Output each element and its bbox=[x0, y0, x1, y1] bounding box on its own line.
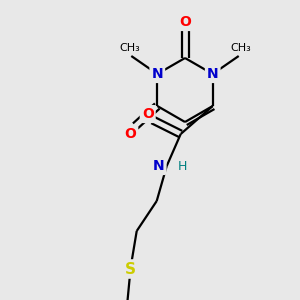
Text: O: O bbox=[124, 127, 136, 141]
Text: O: O bbox=[179, 15, 191, 29]
Text: S: S bbox=[125, 262, 136, 277]
Text: H: H bbox=[178, 160, 188, 172]
Text: N: N bbox=[153, 159, 164, 173]
Text: N: N bbox=[207, 67, 218, 81]
Text: O: O bbox=[142, 107, 154, 121]
Text: N: N bbox=[152, 67, 163, 81]
Text: CH₃: CH₃ bbox=[119, 43, 140, 53]
Text: CH₃: CH₃ bbox=[230, 43, 251, 53]
